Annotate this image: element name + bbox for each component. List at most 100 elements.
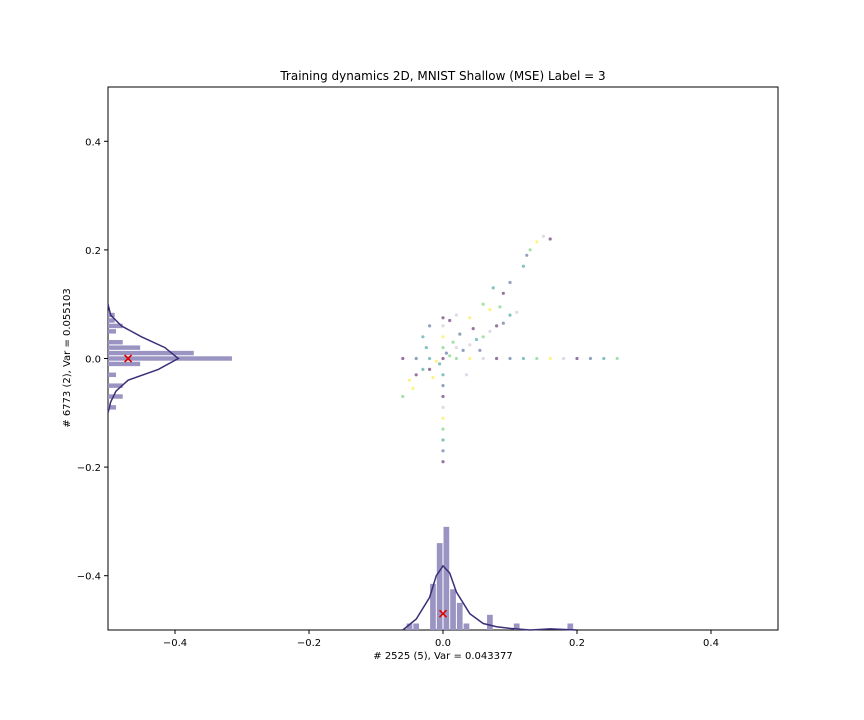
x-histogram-bar [406,623,413,630]
scatter-point [421,367,425,371]
scatter-point [441,427,445,431]
scatter-point [411,386,415,390]
scatter-point [481,302,485,306]
x-histogram-bar [567,623,574,630]
scatter-point [615,356,619,361]
scatter-point [448,318,452,323]
plot-area [107,234,619,631]
scatter-point [478,348,482,352]
y-histogram-bar [108,361,141,367]
x-tick-label: 0.2 [569,638,585,649]
scatter-point [535,240,539,244]
scatter-point [441,373,445,377]
scatter-point [488,308,492,312]
scatter-point [528,248,532,252]
scatter-point [441,346,445,350]
scatter-point [495,356,499,361]
y-tick-label: 0.2 [85,246,101,257]
y-histogram-bar [108,345,141,350]
y-histogram-bar [108,372,117,378]
mean-marker-x [124,354,133,363]
x-histogram-bar [430,583,436,630]
scatter-point [602,356,606,361]
scatter-point [468,343,472,347]
scatter-point [421,335,425,339]
scatter-point [468,356,472,361]
y-tick-label: −0.4 [77,572,101,583]
x-histogram-bar [443,526,450,630]
y-tick-label: 0.4 [85,137,101,148]
scatter-point [441,335,445,339]
scatter-point [491,286,495,290]
scatter-point [521,356,526,361]
scatter-point [444,351,448,355]
scatter-point [575,356,579,361]
scatter-point [461,348,465,352]
scatter-point [521,264,526,268]
scatter-point [588,356,593,361]
scatter-point [441,438,445,442]
y-histogram-bar [108,356,232,361]
scatter-point [541,234,546,238]
scatter-point [448,354,452,358]
x-histogram-bar [487,614,493,630]
y-axis-label: # 6773 (2), Var = 0.055103 [62,288,73,427]
scatter-point [501,291,505,295]
y-histogram-bar [108,383,123,388]
scatter-point [441,356,445,361]
scatter-point [474,337,479,342]
scatter-point [451,340,455,344]
x-histogram-bar [413,623,420,630]
scatter-point [441,324,445,328]
y-kde-curve [107,304,180,413]
scatter-point [458,332,462,336]
chart-title: Training dynamics 2D, MNIST Shallow (MSE… [279,69,605,83]
scatter-point [508,356,512,361]
x-histogram-bar [456,602,463,630]
scatter-point [508,313,512,317]
scatter-point [481,356,485,361]
x-axis-label: # 2525 (5), Var = 0.043377 [373,651,512,662]
y-histogram-bar [108,350,194,356]
scatter-point [454,356,458,361]
scatter-point [414,356,418,361]
scatter-point [431,375,435,380]
scatter-point [438,362,442,366]
scatter-point [548,356,552,361]
scatter-point [454,313,458,317]
y-histogram-bar [108,329,117,334]
x-tick-label: 0.0 [435,638,451,649]
scatter-point [424,346,428,350]
scatter-point [428,367,432,371]
scatter-point [468,316,472,320]
y-histogram-bar [108,323,123,329]
scatter-point [441,394,445,399]
x-tick-label: 0.4 [703,638,719,649]
scatter-point [481,335,485,339]
y-histogram-bar [108,318,115,323]
y-tick-label: 0.0 [85,355,101,366]
x-tick-label: −0.4 [163,638,187,649]
axis-ticks: −0.4 −0.2 0.0 0.2 0.4 −0.4 −0.2 0.0 0.2 0.4 [77,137,719,649]
scatter-point [464,373,469,377]
scatter-point [428,356,432,361]
scatter-point [401,356,405,361]
scatter-point [434,359,438,363]
scatter-point [515,310,519,314]
y-tick-label: −0.2 [77,463,101,474]
y-histogram-bar [108,394,123,399]
scatter-point [488,329,492,333]
scatter-point [407,378,412,382]
scatter-point [498,305,502,309]
mean-marker-x [438,609,448,618]
scatter-point [428,324,432,328]
scatter-point [495,324,499,328]
scatter-point [441,460,445,464]
x-kde-curve [402,564,578,631]
x-histogram-bar [450,589,456,630]
scatter-point [414,373,418,377]
scatter-point [535,356,539,361]
x-histogram-bar [436,543,443,630]
scatter-point [471,327,475,331]
